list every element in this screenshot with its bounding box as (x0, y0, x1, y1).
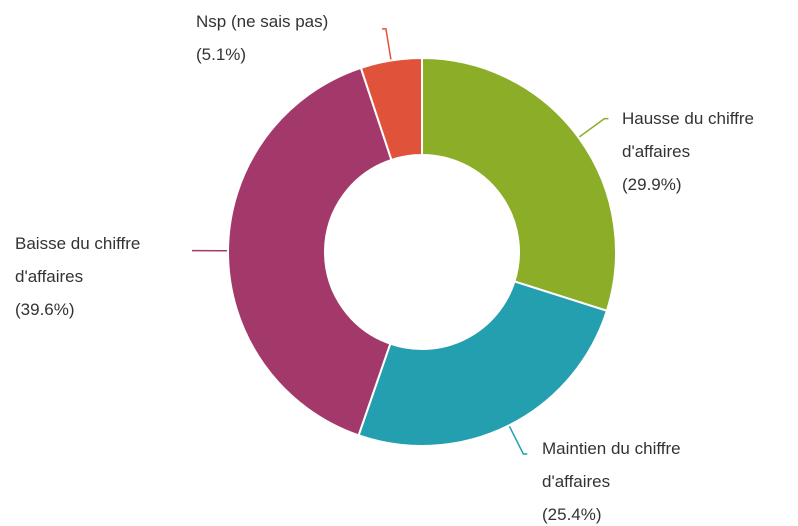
category-label: Nsp (ne sais pas) (196, 12, 329, 31)
slice-label: Maintien du chiffre d'affaires (25.4%) (542, 432, 712, 526)
donut-slice (359, 56, 423, 162)
value-label: (5.1%) (196, 45, 247, 64)
category-label: Hausse du chiffre d'affaires (622, 109, 754, 161)
category-label: Baisse du chiffre d'affaires (15, 234, 141, 286)
leader-line (381, 28, 392, 60)
slice-label: Nsp (ne sais pas) (5.1%) (196, 5, 396, 71)
value-label: (39.6%) (15, 300, 75, 319)
leader-line (508, 425, 528, 455)
value-label: (25.4%) (542, 505, 602, 524)
value-label: (29.9%) (622, 175, 682, 194)
category-label: Maintien du chiffre d'affaires (542, 439, 681, 491)
donut-slice (357, 280, 609, 447)
donut-slice (227, 66, 393, 437)
leader-line (578, 117, 609, 138)
slice-label: Hausse du chiffre d'affaires (29.9%) (622, 102, 792, 201)
donut-slice (421, 56, 617, 313)
slice-label: Baisse du chiffre d'affaires (39.6%) (15, 227, 190, 326)
